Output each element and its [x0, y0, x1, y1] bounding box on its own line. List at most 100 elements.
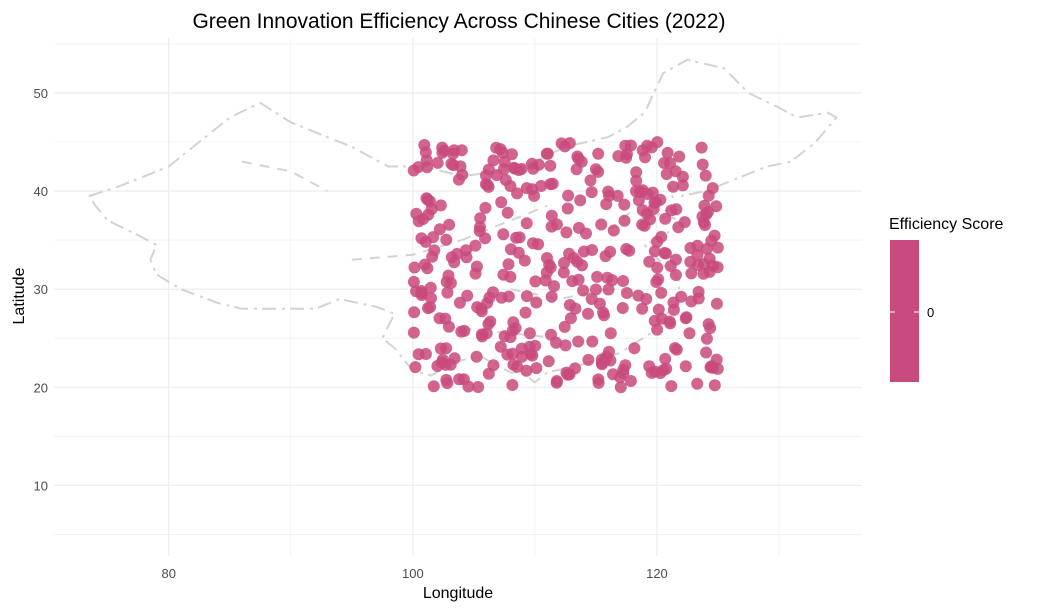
city-point: [614, 381, 627, 394]
city-point: [438, 144, 451, 157]
city-point: [564, 312, 577, 325]
city-point: [426, 250, 439, 263]
city-point: [630, 174, 643, 187]
city-point: [650, 276, 663, 288]
city-point: [526, 349, 539, 362]
city-point: [487, 154, 500, 167]
basemap-province-line: [461, 327, 560, 340]
x-tick-label: 120: [646, 566, 668, 581]
city-point: [460, 244, 472, 257]
city-point: [597, 306, 610, 319]
city-point: [648, 196, 661, 209]
city-point: [408, 261, 421, 274]
city-point: [595, 218, 608, 231]
city-point: [623, 244, 636, 257]
city-point: [409, 361, 422, 374]
city-point: [669, 253, 682, 266]
city-point: [604, 245, 617, 258]
city-point: [658, 247, 671, 259]
city-point: [651, 323, 664, 336]
city-point: [523, 327, 536, 340]
city-point: [494, 340, 507, 353]
city-point: [617, 363, 630, 376]
x-tick-label: 80: [161, 566, 175, 581]
city-point: [530, 296, 543, 309]
city-point: [434, 199, 447, 212]
city-point: [461, 289, 474, 302]
city-point: [585, 293, 598, 305]
city-point: [595, 353, 608, 366]
city-point: [431, 156, 444, 169]
chart-title: Green Innovation Efficiency Across Chine…: [192, 10, 725, 33]
city-point: [441, 377, 454, 390]
city-point: [607, 224, 620, 237]
city-point: [529, 275, 542, 288]
city-point: [532, 238, 545, 251]
city-point: [661, 146, 674, 159]
legend: Efficiency Score 0: [889, 216, 1004, 382]
city-point: [702, 189, 715, 202]
city-point: [433, 312, 446, 325]
city-point: [544, 159, 557, 172]
city-point: [669, 269, 682, 281]
city-point: [561, 202, 574, 215]
city-point: [657, 364, 670, 376]
city-point: [710, 297, 723, 310]
city-point: [530, 362, 543, 375]
city-point: [660, 168, 673, 181]
city-point: [440, 342, 453, 355]
city-point: [511, 187, 524, 200]
city-point: [636, 184, 649, 197]
city-point: [548, 280, 560, 293]
city-point: [636, 302, 649, 315]
city-point: [592, 165, 605, 178]
city-point: [448, 144, 461, 157]
city-point: [645, 141, 658, 154]
city-point: [570, 163, 583, 176]
city-point: [520, 364, 533, 377]
city-point: [582, 307, 594, 320]
y-tick-label: 50: [34, 86, 48, 101]
city-point: [589, 283, 602, 296]
city-point: [410, 207, 423, 220]
city-point: [569, 362, 581, 375]
city-point: [572, 335, 585, 348]
city-point: [584, 174, 597, 187]
city-point: [453, 373, 466, 386]
city-point: [636, 218, 649, 231]
city-point: [416, 287, 429, 300]
city-point: [506, 379, 519, 391]
y-tick-label: 20: [34, 380, 48, 395]
city-point: [557, 266, 570, 279]
y-tick-label: 10: [34, 478, 48, 493]
city-point: [431, 360, 444, 372]
city-point: [580, 227, 592, 240]
city-point: [604, 327, 617, 340]
city-point: [501, 206, 514, 219]
city-point: [691, 377, 704, 390]
city-point: [620, 287, 633, 299]
city-point: [532, 158, 545, 171]
city-point: [577, 284, 590, 297]
city-point: [509, 322, 522, 335]
city-point: [628, 342, 641, 355]
x-tick-label: 100: [402, 566, 424, 581]
city-point: [507, 358, 520, 371]
city-point: [440, 275, 453, 288]
city-point: [545, 328, 557, 341]
city-point: [543, 258, 556, 271]
city-point: [481, 178, 494, 191]
city-point: [442, 320, 455, 333]
city-point: [546, 177, 559, 190]
city-point: [472, 381, 485, 393]
city-point: [512, 164, 525, 176]
city-point: [479, 201, 492, 214]
city-point: [673, 150, 686, 163]
city-point: [576, 259, 588, 272]
city-point: [424, 301, 437, 314]
city-point: [495, 196, 508, 209]
city-point: [592, 147, 605, 160]
city-point: [667, 296, 680, 309]
city-point: [421, 262, 434, 275]
city-point: [558, 257, 570, 269]
